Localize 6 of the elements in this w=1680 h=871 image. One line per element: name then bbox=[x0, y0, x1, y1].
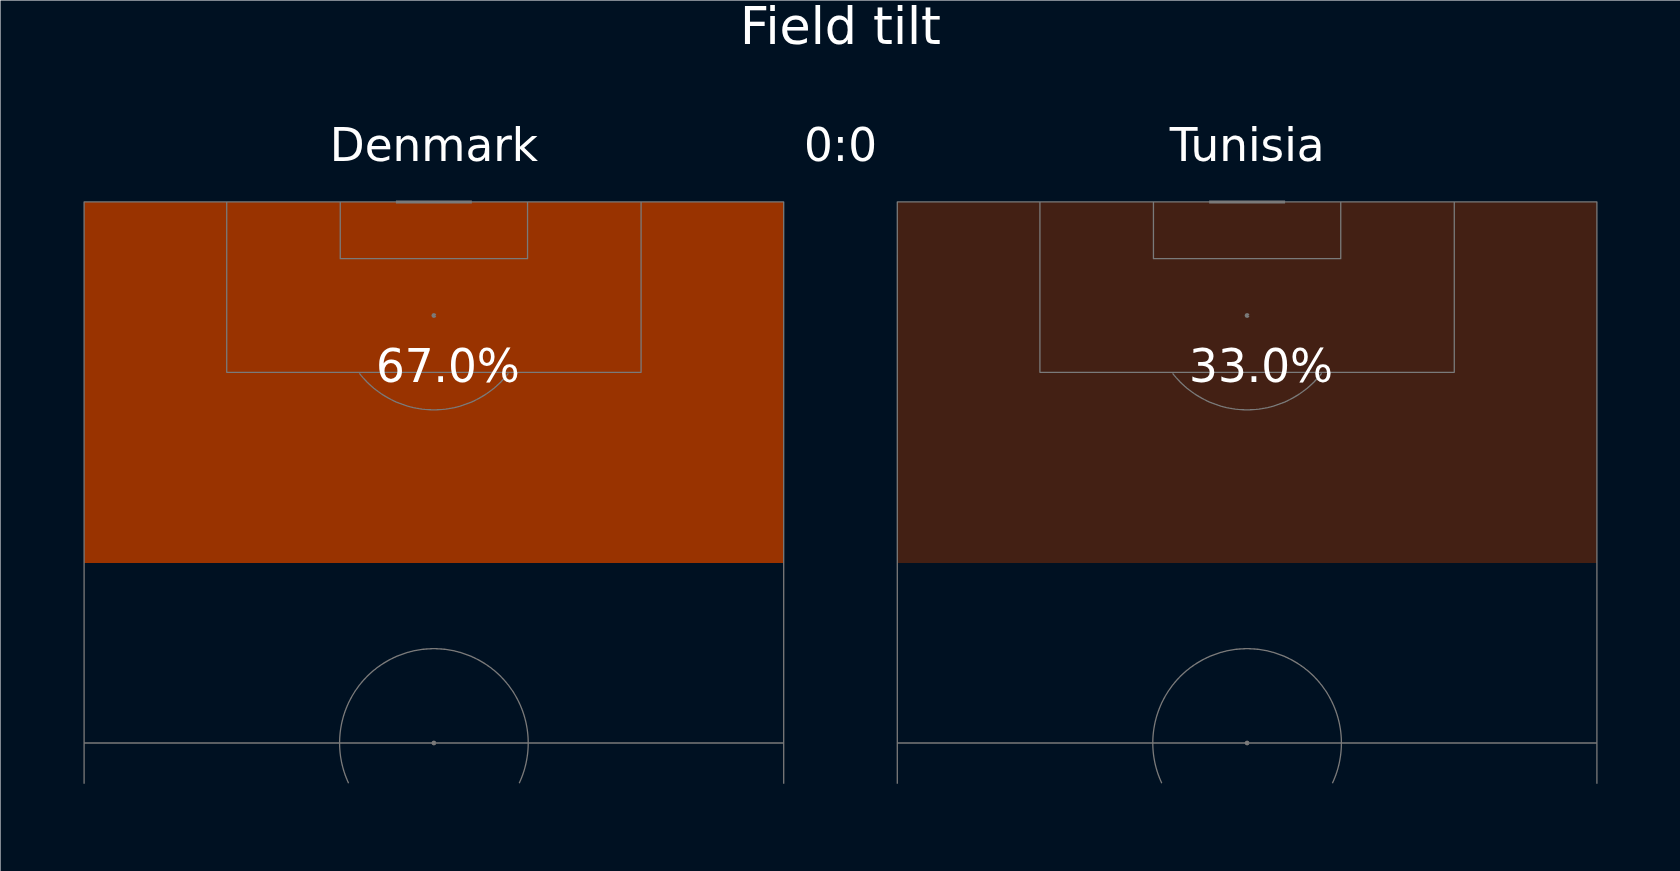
category-label: Tunisia bbox=[1168, 119, 1325, 172]
category-label: Denmark bbox=[329, 119, 539, 172]
data-label: 33.0% bbox=[1189, 340, 1334, 393]
data-label: 67.0% bbox=[375, 340, 520, 393]
text: 0:0 bbox=[804, 119, 877, 172]
text: Field tilt bbox=[740, 0, 941, 56]
